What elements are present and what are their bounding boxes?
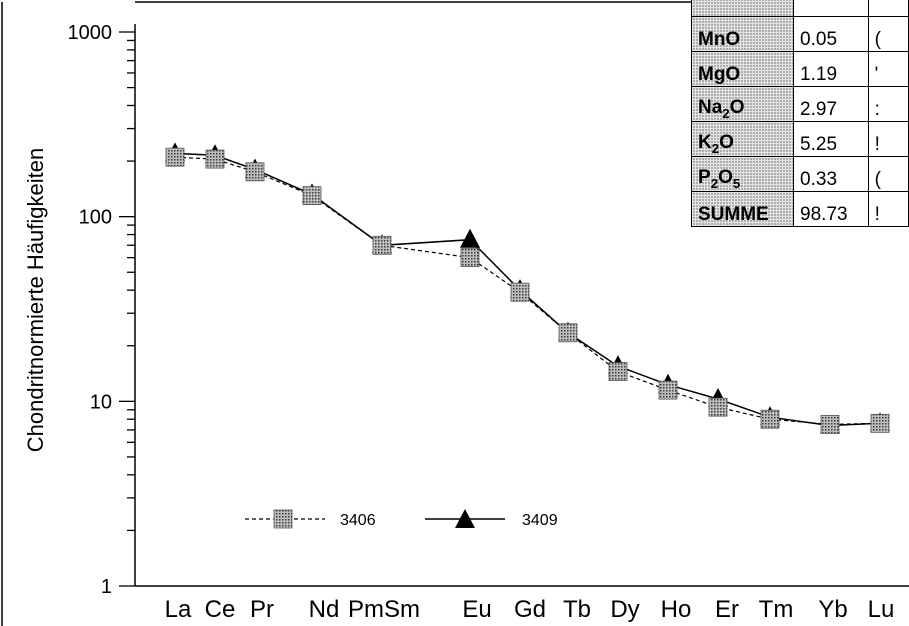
legend-label-3406: 3406 — [340, 512, 376, 529]
point-3406 — [820, 415, 840, 434]
oxide-cell — [690, 0, 795, 17]
y-tick-label: 1000 — [68, 22, 113, 44]
x-tick-label: Nd — [309, 596, 340, 623]
value-cell-cut: ( — [867, 156, 909, 192]
x-tick-label: Eu — [462, 596, 491, 623]
table-row: SUMME 98.73! — [690, 191, 909, 227]
x-tick-label: Yb — [818, 596, 847, 623]
point-3406 — [165, 147, 185, 167]
x-tick-label: Lu — [868, 596, 895, 623]
point-3406 — [302, 186, 322, 206]
oxide-cell: MnO — [690, 16, 795, 52]
x-tick-label: Er — [715, 596, 739, 623]
table-row: P2O5 0.33( — [690, 156, 909, 192]
y-tick-label: 100 — [79, 207, 112, 229]
x-tick-label: Dy — [610, 596, 639, 623]
y-axis-label: Chondritnormierte Häufigkeiten — [23, 148, 48, 453]
x-tick-label: Pr — [250, 596, 274, 623]
x-tick-label: Ce — [205, 596, 236, 623]
point-3406 — [870, 413, 890, 433]
value-cell-cut — [867, 0, 909, 17]
value-cell: 2.97 — [793, 86, 869, 122]
point-3406 — [460, 248, 480, 268]
table-row: MnO 0.05( — [690, 16, 909, 52]
point-3406 — [245, 162, 265, 182]
value-cell-cut: ' — [867, 51, 909, 87]
x-tick-label: PmSm — [348, 596, 420, 623]
x-tick-label: Tb — [563, 596, 591, 623]
point-3406 — [510, 282, 530, 302]
legend-marker-3409 — [455, 509, 475, 528]
point-3406 — [205, 149, 225, 169]
legend-marker-3406 — [273, 509, 293, 529]
value-cell: 0.05 — [793, 16, 869, 52]
point-3406 — [372, 235, 392, 255]
value-cell-cut: ! — [867, 121, 909, 157]
table-row — [690, 0, 909, 17]
oxide-cell: Na2O — [690, 86, 795, 122]
legend-label-3409: 3409 — [522, 512, 558, 529]
point-3406 — [760, 409, 780, 429]
oxide-cell: P2O5 — [690, 156, 795, 192]
series-line-3406 — [174, 156, 881, 426]
oxide-cell: MgO — [690, 51, 795, 87]
value-cell: 1.19 — [793, 51, 869, 87]
x-tick-label: Gd — [514, 596, 546, 623]
y-tick-label: 10 — [90, 391, 112, 413]
value-cell-cut: ! — [867, 191, 909, 227]
oxide-table: MnO 0.05(MgO 1.19 ' Na2O 2.97: K2O 5.25! P2O5 0.3… — [690, 0, 909, 227]
x-tick-label: Tm — [759, 596, 794, 623]
table-row: MgO 1.19 ' — [690, 51, 909, 87]
table-row: Na2O 2.97: — [690, 86, 909, 122]
y-tick-label: 1 — [101, 576, 112, 598]
value-cell: 0.33 — [793, 156, 869, 192]
x-tick-label: La — [165, 596, 192, 623]
x-tick-label: Ho — [661, 596, 692, 623]
value-cell — [793, 0, 869, 17]
point-3406 — [608, 362, 628, 381]
value-cell: 98.73 — [793, 191, 869, 227]
value-cell-cut: ( — [867, 16, 909, 52]
value-cell-cut: : — [867, 86, 909, 122]
oxide-cell: K2O — [690, 121, 795, 157]
value-cell: 5.25 — [793, 121, 869, 157]
oxide-cell: SUMME — [690, 191, 795, 227]
table-row: K2O 5.25! — [690, 121, 909, 157]
point-3409 — [460, 228, 480, 248]
point-3406 — [658, 380, 678, 400]
point-3406 — [558, 323, 578, 343]
point-3406 — [708, 397, 728, 417]
